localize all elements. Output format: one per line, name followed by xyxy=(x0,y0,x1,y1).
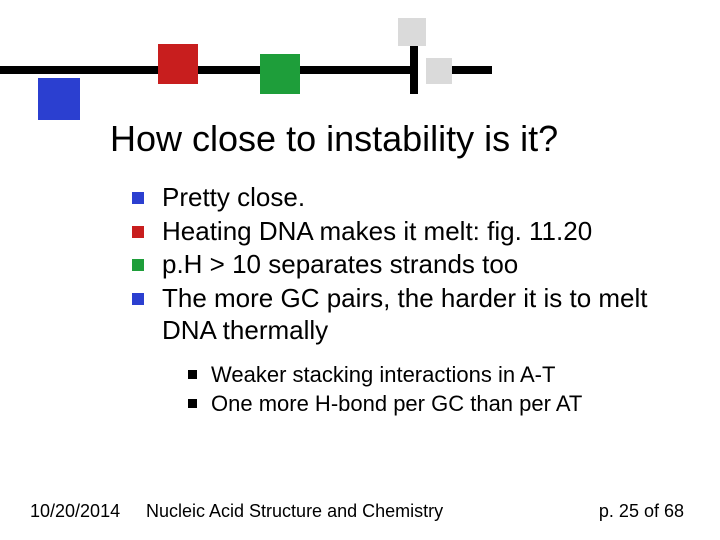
deco-bar xyxy=(452,66,492,74)
sub-bullet-item: One more H-bond per GC than per AT xyxy=(188,390,672,418)
sub-bullet-marker xyxy=(188,399,197,408)
bullet-marker xyxy=(132,226,144,238)
bullet-item: The more GC pairs, the harder it is to m… xyxy=(132,283,672,346)
footer-title: Nucleic Acid Structure and Chemistry xyxy=(146,501,443,522)
deco-square xyxy=(426,58,452,84)
deco-square xyxy=(158,44,198,84)
deco-square xyxy=(260,54,300,94)
deco-bar xyxy=(198,66,260,74)
sub-bullet-text: Weaker stacking interactions in A-T xyxy=(211,361,555,389)
sub-bullet-text: One more H-bond per GC than per AT xyxy=(211,390,582,418)
bullet-marker xyxy=(132,192,144,204)
deco-square xyxy=(398,18,426,46)
bullet-marker xyxy=(132,293,144,305)
bullet-item: p.H > 10 separates strands too xyxy=(132,249,672,281)
footer-date: 10/20/2014 xyxy=(30,501,120,522)
bullet-text: The more GC pairs, the harder it is to m… xyxy=(162,283,672,346)
sub-bullet-item: Weaker stacking interactions in A-T xyxy=(188,361,672,389)
bullet-list: Pretty close.Heating DNA makes it melt: … xyxy=(132,182,672,420)
bullet-item: Pretty close. xyxy=(132,182,672,214)
deco-bar xyxy=(0,66,158,74)
footer-page: p. 25 of 68 xyxy=(599,501,684,522)
deco-bar xyxy=(410,38,418,94)
bullet-text: Heating DNA makes it melt: fig. 11.20 xyxy=(162,216,592,248)
deco-bar xyxy=(300,66,410,74)
sub-bullet-marker xyxy=(188,370,197,379)
bullet-text: p.H > 10 separates strands too xyxy=(162,249,518,281)
deco-square xyxy=(38,78,80,120)
bullet-item: Heating DNA makes it melt: fig. 11.20 xyxy=(132,216,672,248)
header-decoration xyxy=(0,18,720,108)
bullet-marker xyxy=(132,259,144,271)
slide-title: How close to instability is it? xyxy=(110,118,558,160)
sub-bullet-list: Weaker stacking interactions in A-TOne m… xyxy=(188,361,672,418)
bullet-text: Pretty close. xyxy=(162,182,305,214)
